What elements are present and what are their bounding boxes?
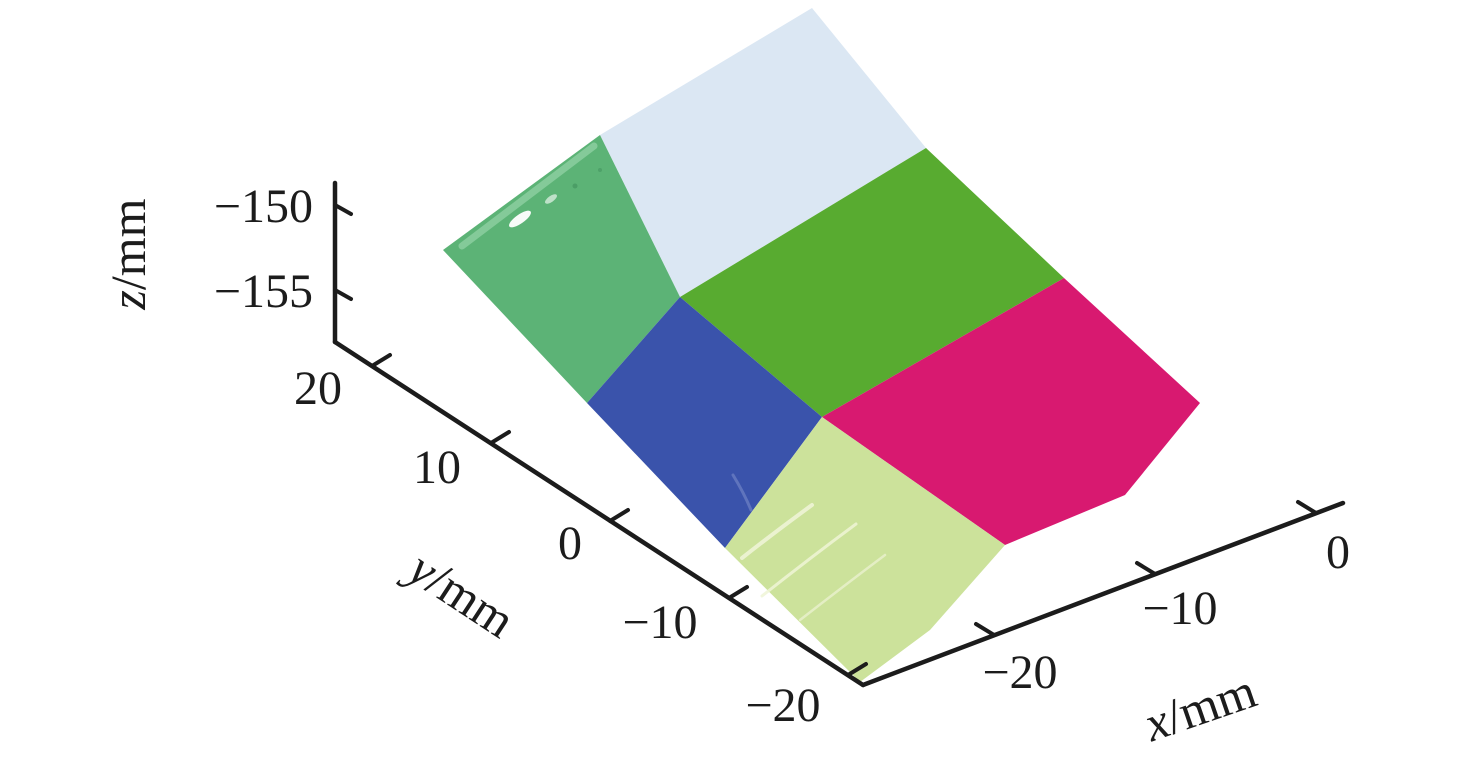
- x-axis-ticks: [974, 500, 1318, 637]
- x-tick-label: −10: [1142, 582, 1217, 635]
- y-axis-title: y/mm: [395, 537, 525, 649]
- tick-mark: [608, 508, 630, 523]
- scan-artifacts: [458, 142, 887, 622]
- z-axis-ticks: [333, 203, 353, 301]
- y-tick-label: 20: [294, 362, 342, 415]
- tick-mark: [1135, 561, 1157, 576]
- z-tick-label: −155: [214, 265, 313, 318]
- tick-mark: [846, 662, 868, 677]
- tick-mark: [489, 430, 511, 445]
- patch-magenta: [822, 278, 1200, 545]
- x-tick-labels: −20 −10 0: [982, 526, 1350, 699]
- z-axis-variable: z: [100, 290, 156, 310]
- z-tick-labels: −150 −155: [214, 180, 313, 318]
- axes: [332, 180, 1346, 688]
- x-tick-label: 0: [1326, 526, 1350, 579]
- surface-patches: [443, 8, 1200, 682]
- patch-royal-blue: [587, 297, 822, 548]
- x-axis-line: [860, 500, 1346, 688]
- z-axis-unit: /mm: [100, 198, 156, 290]
- tick-mark: [1296, 500, 1318, 515]
- svg-text:y/mm: y/mm: [395, 537, 525, 649]
- z-axis-title: z/mm: [100, 198, 156, 310]
- x-tick-label: −20: [982, 646, 1057, 699]
- patch-bright-green: [680, 148, 1064, 417]
- tick-mark: [974, 622, 996, 637]
- y-tick-label: 0: [558, 517, 582, 570]
- x-axis-title: x/mm: [1136, 662, 1263, 752]
- y-tick-label: −10: [622, 596, 697, 649]
- patch-yellow-green: [725, 417, 1005, 682]
- y-tick-labels: 20 10 0 −10 −20: [294, 362, 821, 732]
- z-tick-label: −150: [214, 180, 313, 233]
- svg-text:z/mm: z/mm: [100, 198, 156, 310]
- patch-medium-green: [443, 135, 680, 403]
- tick-mark: [370, 353, 392, 368]
- y-axis-line: [332, 339, 866, 688]
- y-tick-label: −20: [745, 679, 820, 732]
- y-tick-label: 10: [413, 441, 461, 494]
- tick-mark: [333, 288, 353, 301]
- patch-pale-blue-white: [600, 8, 926, 297]
- y-axis-ticks: [370, 353, 868, 677]
- x-axis-unit: /mm: [1158, 662, 1263, 745]
- svg-text:x/mm: x/mm: [1136, 662, 1263, 752]
- tick-mark: [333, 203, 353, 216]
- tick-mark: [727, 585, 749, 600]
